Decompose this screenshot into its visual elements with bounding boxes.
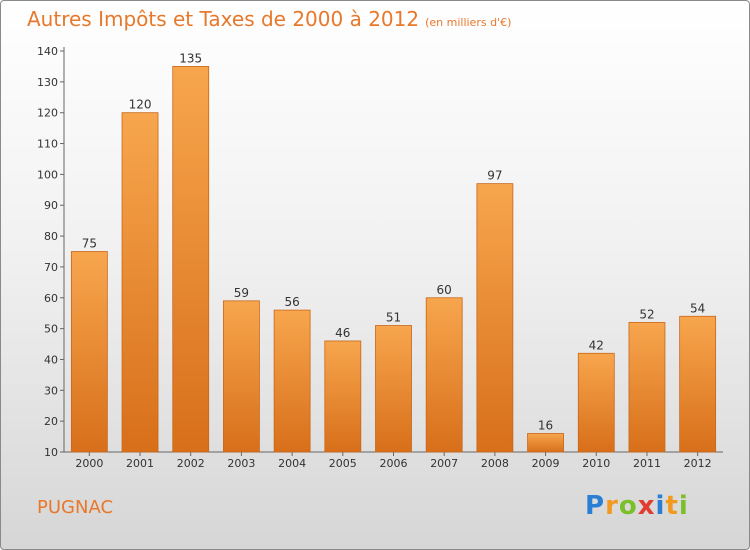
x-tick-label-2005: 2005	[329, 457, 357, 470]
x-tick-label-2000: 2000	[75, 457, 103, 470]
data-label-2011: 52	[639, 307, 654, 321]
x-tick-label-2002: 2002	[177, 457, 205, 470]
bar-2005	[324, 340, 362, 453]
y-tick-label: 80	[44, 230, 58, 243]
logo-letter: t	[665, 491, 679, 521]
y-tick-label: 70	[44, 261, 58, 274]
y-tick-label: 50	[44, 323, 58, 336]
bar-2009	[527, 433, 564, 453]
data-label-2000: 75	[82, 237, 97, 251]
data-label-2009: 16	[538, 418, 553, 432]
bar-2008	[476, 183, 514, 453]
x-tick-label-2008: 2008	[481, 457, 509, 470]
chart-title-text: Autres Impôts et Taxes de 2000 à 2012	[27, 7, 420, 31]
data-label-2012: 54	[690, 301, 705, 315]
logo-letter: P	[585, 491, 606, 521]
axes: 10 20 30 40 50 60 70 80 90 100 110 120 130 140 2000 200…	[37, 45, 723, 470]
logo-letter: i	[655, 491, 666, 521]
data-label-2007: 60	[437, 283, 452, 297]
x-tick-label-2007: 2007	[430, 457, 458, 470]
bar-2000	[70, 251, 108, 453]
bar-2006	[375, 325, 412, 453]
y-tick-label: 140	[37, 45, 58, 58]
chart-unit-label: (en milliers d'€)	[425, 16, 512, 29]
x-tick-label-2009: 2009	[532, 457, 560, 470]
logo-letter: x	[637, 491, 656, 521]
y-tick-label: 90	[44, 199, 58, 212]
bar-2012	[679, 315, 717, 453]
bar-2007	[425, 297, 463, 453]
y-tick-label: 20	[44, 415, 58, 428]
y-tick-label: 40	[44, 353, 58, 366]
x-tick-label-2010: 2010	[582, 457, 610, 470]
bar-2010	[577, 352, 615, 453]
proxiti-logo: Proxiti	[585, 491, 689, 521]
data-label-2003: 59	[234, 286, 249, 300]
bar-2003	[223, 300, 260, 453]
x-tick-label-2001: 2001	[126, 457, 154, 470]
y-tick-label: 10	[44, 446, 58, 459]
logo-letter: i	[678, 491, 689, 521]
x-tick-label-2006: 2006	[380, 457, 408, 470]
logo-letter: r	[605, 491, 619, 521]
y-tick-label: 60	[44, 292, 58, 305]
x-tick-label-2004: 2004	[278, 457, 306, 470]
data-label-2004: 56	[284, 295, 299, 309]
bar-2004	[273, 309, 311, 453]
bar-2002	[172, 66, 210, 453]
x-tick-label-2003: 2003	[227, 457, 255, 470]
bars	[70, 66, 717, 453]
y-tick-label: 30	[44, 384, 58, 397]
y-tick-label: 120	[37, 107, 58, 120]
data-label-2010: 42	[589, 338, 604, 352]
data-label-2008: 97	[487, 169, 502, 183]
data-label-2001: 120	[129, 98, 152, 112]
logo-letter: o	[618, 491, 638, 521]
y-tick-label: 130	[37, 76, 58, 89]
x-tick-label-2012: 2012	[684, 457, 712, 470]
x-tick-label-2011: 2011	[633, 457, 661, 470]
y-tick-label: 110	[37, 138, 58, 151]
commune-name: PUGNAC	[37, 497, 114, 518]
data-labels: 75 120 135 59 56 46 51 60 97 16 42 52 54	[82, 51, 706, 432]
y-tick-label: 100	[37, 168, 58, 181]
bar-2001	[121, 112, 159, 453]
chart-title: Autres Impôts et Taxes de 2000 à 2012 (en…	[27, 7, 511, 31]
data-label-2006: 51	[386, 311, 401, 325]
data-label-2002: 135	[179, 51, 202, 65]
data-label-2005: 46	[335, 326, 350, 340]
bar-2011	[628, 322, 666, 453]
